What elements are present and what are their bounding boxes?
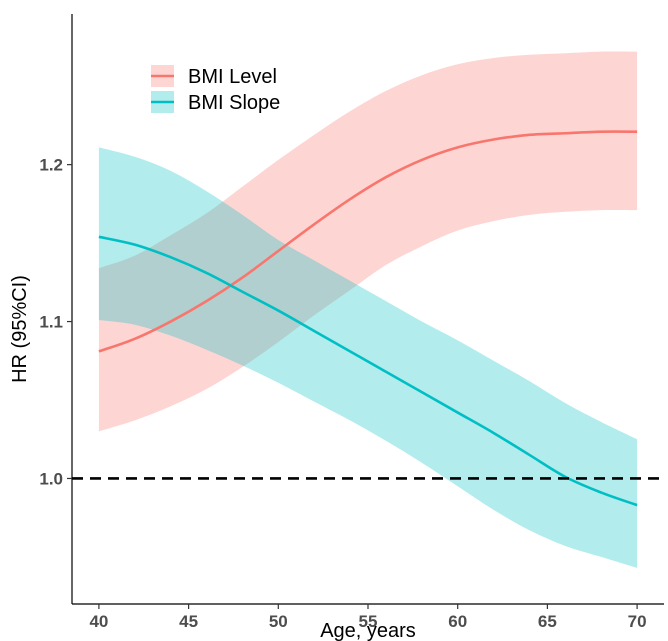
x-tick-label: 65 xyxy=(538,612,557,631)
x-tick-label: 55 xyxy=(359,612,378,631)
bmi-slope-line xyxy=(98,235,638,507)
x-tick-label: 60 xyxy=(448,612,467,631)
bmi-slope-ci-ribbon xyxy=(98,147,638,568)
bmi-level-line xyxy=(98,130,638,353)
x-axis-title: Age, years xyxy=(320,620,416,641)
y-tick-label: 1.1 xyxy=(39,313,63,332)
confidence-ribbons xyxy=(98,51,638,568)
bmi-slope-legend-label: BMI Slope xyxy=(188,92,280,114)
x-tick-label: 70 xyxy=(628,612,647,631)
x-tick-label: 45 xyxy=(179,612,198,631)
x-axis-ticks: 40 45 50 55 60 65 70 xyxy=(89,604,647,631)
y-tick-label: 1.2 xyxy=(39,156,63,175)
y-axis-title: HR (95%CI) xyxy=(9,275,31,383)
y-axis-ticks: 1.0 1.1 1.2 xyxy=(39,156,72,488)
series-lines xyxy=(98,130,638,507)
y-tick-label: 1.0 xyxy=(39,469,63,488)
bmi-level-ci-ribbon xyxy=(98,51,638,432)
bmi-level-legend-label: BMI Level xyxy=(188,66,277,88)
legend: BMI Level BMI Slope xyxy=(151,65,280,114)
x-tick-label: 40 xyxy=(89,612,108,631)
x-tick-label: 50 xyxy=(269,612,288,631)
